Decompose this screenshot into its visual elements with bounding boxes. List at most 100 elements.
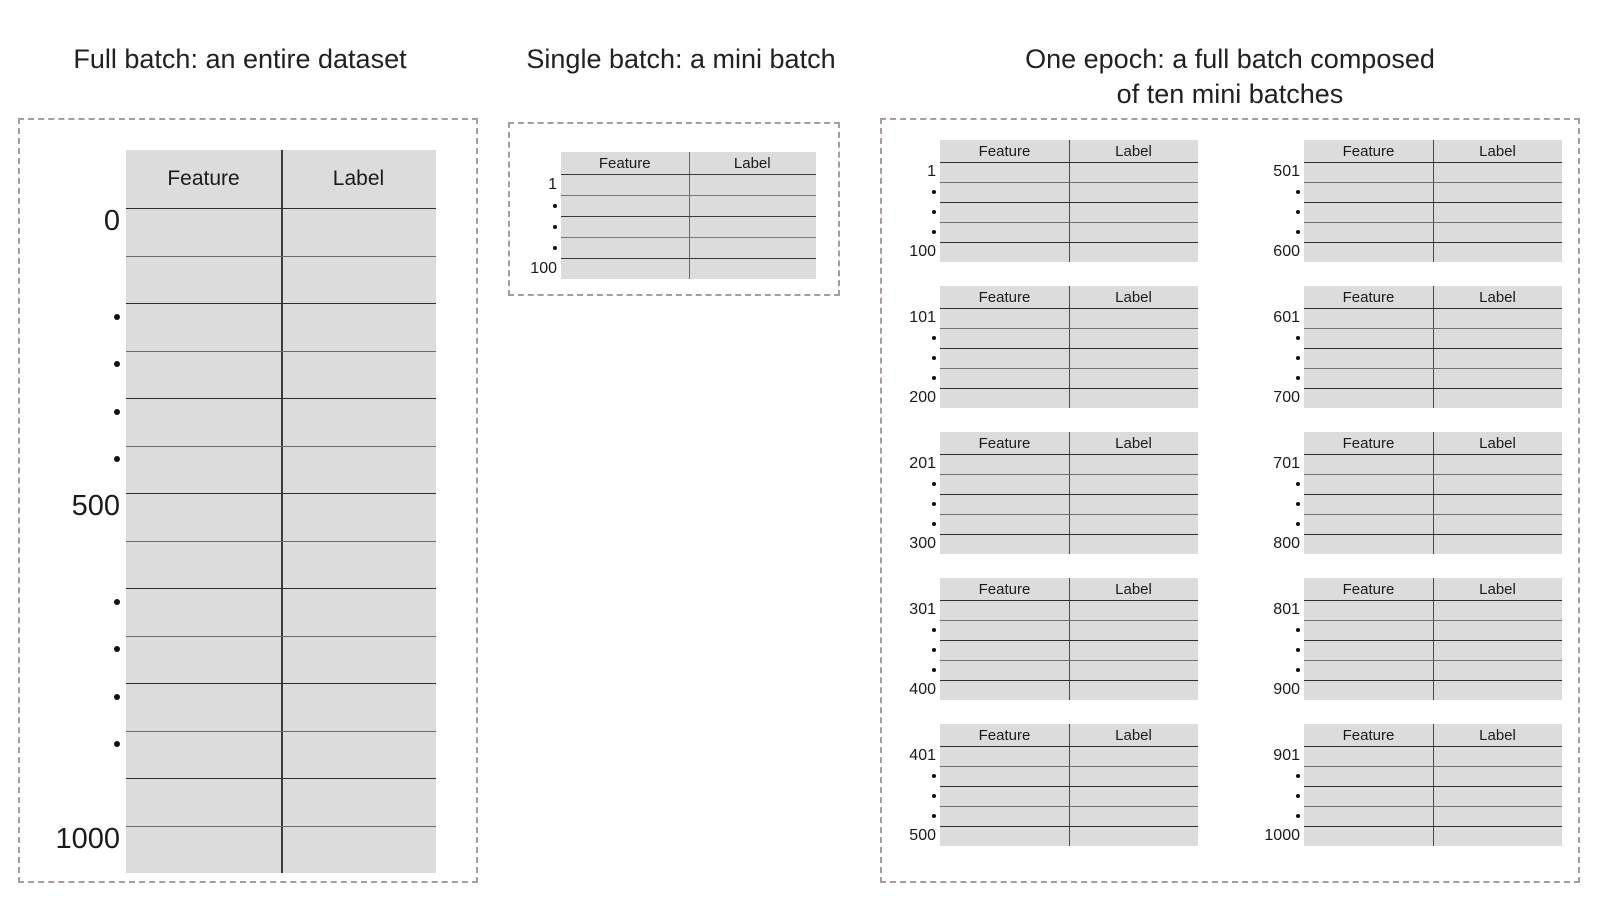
table-header-row: Feature Label (1304, 578, 1562, 600)
table-row-divider (1304, 746, 1562, 748)
cell-label (1069, 308, 1198, 328)
table-row (940, 786, 1198, 806)
table-row-divider (126, 208, 436, 210)
table-row-divider (1304, 182, 1562, 184)
row-index-label: 600 (1273, 243, 1300, 260)
cell-label (1069, 328, 1198, 348)
row-index-label: 101 (909, 309, 936, 326)
table-row-divider (940, 514, 1198, 516)
full-batch-container (18, 118, 478, 883)
table-row (1304, 640, 1562, 660)
table-column-divider (281, 150, 283, 873)
cell-feature (1304, 660, 1433, 680)
row-index-dot (52, 673, 120, 721)
cell-feature (940, 680, 1069, 700)
dot-icon (1296, 774, 1300, 778)
table-row-divider (126, 445, 436, 447)
table-row (1304, 680, 1562, 700)
cell-label (689, 216, 817, 237)
mini-batch-table: Feature Label (1304, 724, 1562, 846)
table-row-divider (1304, 826, 1562, 828)
dot-icon (553, 224, 557, 229)
table-row-divider (1304, 474, 1562, 476)
cell-feature (1304, 514, 1433, 534)
table-column-divider (688, 152, 690, 279)
table-row-divider (126, 635, 436, 637)
dot-icon (1296, 628, 1300, 632)
cell-feature (940, 474, 1069, 494)
dot-icon (114, 693, 120, 700)
row-index-dot (1244, 806, 1300, 826)
cell-label (1433, 640, 1562, 660)
table-row-divider (1304, 660, 1562, 662)
column-header-label: Label (1115, 142, 1152, 160)
table-row-divider (940, 534, 1198, 536)
one-epoch-column-left: 1 100 Feature Label 101 200 Feature Label 201 300… (880, 140, 1200, 860)
mini-batch-row-index-gutter: 201 300 (880, 454, 936, 554)
cell-feature (940, 348, 1069, 368)
cell-feature (126, 731, 281, 779)
cell-feature (561, 237, 689, 258)
table-row (1304, 766, 1562, 786)
table-row (1304, 222, 1562, 242)
row-index-dot (880, 182, 936, 202)
cell-label (281, 541, 436, 589)
table-row-divider (1304, 534, 1562, 536)
table-row (126, 208, 436, 256)
column-header-feature: Feature (978, 434, 1031, 452)
cell-feature (940, 388, 1069, 408)
cell-feature (940, 242, 1069, 262)
table-row (126, 351, 436, 399)
table-row (1304, 514, 1562, 534)
table-column-divider (1433, 140, 1435, 262)
cell-feature (1304, 494, 1433, 514)
row-index-dot (52, 436, 120, 484)
dot-icon (932, 502, 936, 506)
column-header-label: Label (1479, 726, 1516, 744)
column-header-label: Label (1479, 580, 1516, 598)
full-batch-title: Full batch: an entire dataset (73, 44, 407, 74)
mini-batch-row-index-gutter: 501 600 (1244, 162, 1300, 262)
table-row-divider (940, 182, 1198, 184)
table-header-row: Feature Label (126, 150, 436, 208)
cell-label (1069, 660, 1198, 680)
table-row-divider (1304, 806, 1562, 808)
cell-feature (561, 216, 689, 237)
cell-label (1433, 680, 1562, 700)
column-header-feature: Feature (978, 288, 1031, 306)
table-column-divider (1433, 432, 1435, 554)
cell-feature (1304, 474, 1433, 494)
row-index-dot (505, 195, 557, 216)
table-row (940, 242, 1198, 262)
cell-feature (940, 494, 1069, 514)
cell-feature (1304, 620, 1433, 640)
table-row-divider (1304, 454, 1562, 456)
table-row-divider (940, 640, 1198, 642)
table-column-divider (1433, 724, 1435, 846)
table-row-divider (940, 806, 1198, 808)
row-index-dot (1244, 368, 1300, 388)
cell-label (1433, 494, 1562, 514)
cell-label (1069, 640, 1198, 660)
row-index-dot (880, 474, 936, 494)
table-header-row: Feature Label (940, 578, 1198, 600)
cell-label (281, 636, 436, 684)
cell-label (1069, 494, 1198, 514)
table-header-row: Feature Label (940, 286, 1198, 308)
table-row (1304, 826, 1562, 846)
dot-icon (1296, 336, 1300, 340)
column-header-feature: Feature (1342, 434, 1395, 452)
mini-batch-table: Feature Label (940, 432, 1198, 554)
table-row (940, 826, 1198, 846)
row-index-label: 201 (909, 455, 936, 472)
cell-label (1069, 806, 1198, 826)
row-index-dot (52, 388, 120, 436)
row-index-dot (1244, 328, 1300, 348)
row-index-label: 700 (1273, 389, 1300, 406)
dot-icon (1296, 210, 1300, 214)
row-index-label: 900 (1273, 681, 1300, 698)
cell-feature (940, 202, 1069, 222)
cell-label (281, 446, 436, 494)
dot-icon (114, 361, 120, 368)
